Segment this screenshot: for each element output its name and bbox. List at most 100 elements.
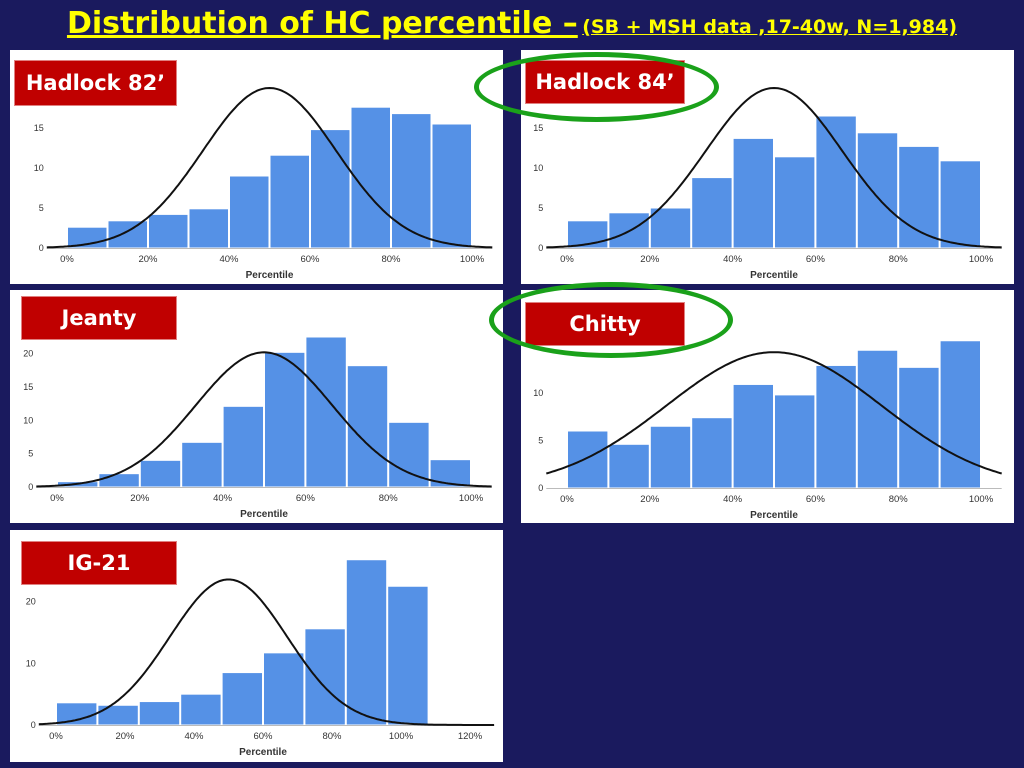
histogram-bar <box>815 364 857 489</box>
chart-svg-jeanty: 0 5 10 15 20 0% 20% 40% 60% 80% 100% Percentile <box>23 336 492 520</box>
chart-label-hadlock-82: Hadlock 82’ <box>14 60 177 106</box>
chart-svg-hadlock-82: 0 5 10 15 0% 20% 40% 60% 80% 100% Percentile <box>34 86 493 281</box>
histogram-bar <box>431 123 472 249</box>
histogram-bar <box>181 441 223 488</box>
y-tick-label: 20 <box>26 597 36 607</box>
x-tick-label: 40% <box>723 254 743 265</box>
x-axis-label: Percentile <box>239 747 287 758</box>
histogram-bar <box>107 220 148 249</box>
x-axis-label: Percentile <box>750 270 798 281</box>
histogram-bar <box>815 115 857 249</box>
y-tick-label: 5 <box>39 203 44 213</box>
x-tick-label: 80% <box>889 494 909 505</box>
histogram-bar <box>939 160 982 249</box>
histogram-bar <box>567 430 609 489</box>
x-tick-label: 0% <box>49 731 63 742</box>
x-tick-label: 120% <box>458 731 483 742</box>
histogram-bar <box>856 132 899 249</box>
histogram-bar <box>391 113 432 249</box>
y-tick-label: 10 <box>533 388 543 398</box>
x-tick-label: 60% <box>296 493 316 504</box>
histogram-bar <box>387 585 429 726</box>
chart-panel-jeanty: 0 5 10 15 20 0% 20% 40% 60% 80% 100% Percentile Jea… <box>10 290 503 523</box>
histogram-bar <box>269 154 310 249</box>
x-tick-label: 80% <box>381 254 401 265</box>
histogram-bar <box>188 208 229 249</box>
histogram-bar <box>732 383 775 489</box>
highlight-ring-hadlock-84 <box>474 52 719 122</box>
y-tick-label: 15 <box>533 123 543 133</box>
x-axis-label: Percentile <box>750 510 798 521</box>
x-axis-label: Percentile <box>240 509 288 520</box>
y-tick-label: 0 <box>31 720 36 730</box>
x-tick-label: 80% <box>889 254 909 265</box>
y-tick-label: 5 <box>538 203 543 213</box>
chart-panel-hadlock-82: 0 5 10 15 0% 20% 40% 60% 80% 100% Percentile Hadlo… <box>10 50 503 284</box>
y-tick-label: 5 <box>28 449 33 459</box>
histogram-bar <box>774 394 816 489</box>
histogram-bar <box>138 701 181 726</box>
histogram-bar <box>898 145 940 249</box>
x-tick-label: 60% <box>253 731 273 742</box>
chart-svg-hadlock-84: 0 5 10 15 0% 20% 40% 60% 80% 100% Percentile <box>533 86 1002 281</box>
histogram-bar <box>898 366 940 489</box>
y-tick-label: 10 <box>26 658 36 668</box>
y-tick-label: 0 <box>538 243 543 253</box>
y-tick-label: 15 <box>23 382 33 392</box>
histogram-bar <box>939 340 982 489</box>
histogram-bar <box>221 672 264 726</box>
normal-curve <box>546 86 1002 249</box>
x-tick-label: 100% <box>389 731 414 742</box>
y-tick-label: 5 <box>538 436 543 446</box>
x-tick-label: 40% <box>219 254 239 265</box>
x-tick-label: 80% <box>322 731 342 742</box>
histogram-bar <box>304 628 346 726</box>
y-tick-label: 20 <box>23 349 33 359</box>
chart-svg-ig21: 0 10 20 0% 20% 40% 60% 80% 100% 120% Percentile <box>26 559 495 758</box>
histogram-bar <box>180 693 222 726</box>
histogram-bar <box>649 425 692 489</box>
x-tick-label: 0% <box>50 493 64 504</box>
x-tick-label: 20% <box>138 254 158 265</box>
x-tick-label: 20% <box>115 731 135 742</box>
chart-panel-ig21: 0 10 20 0% 20% 40% 60% 80% 100% 120% Percentile IG… <box>10 530 503 762</box>
histogram-bar <box>649 207 692 249</box>
x-tick-label: 60% <box>806 254 826 265</box>
y-tick-label: 15 <box>34 123 44 133</box>
normal-curve <box>38 578 495 726</box>
x-axis-label: Percentile <box>246 270 294 281</box>
x-tick-label: 40% <box>213 493 233 504</box>
x-tick-label: 60% <box>300 254 320 265</box>
x-tick-label: 0% <box>60 254 74 265</box>
histogram-bar <box>608 443 650 489</box>
x-tick-label: 0% <box>560 494 574 505</box>
y-tick-label: 0 <box>538 483 543 493</box>
y-tick-label: 10 <box>533 163 543 173</box>
histogram-bar <box>691 417 733 489</box>
x-tick-label: 60% <box>806 494 826 505</box>
histogram-bar <box>305 336 347 488</box>
x-tick-label: 0% <box>560 254 574 265</box>
histogram-bar <box>345 559 388 726</box>
histogram-bar <box>98 473 140 488</box>
y-tick-label: 10 <box>34 163 44 173</box>
histogram-bar <box>310 129 351 249</box>
histogram-bar <box>856 349 899 489</box>
normal-curve <box>36 351 492 488</box>
x-tick-label: 80% <box>379 493 399 504</box>
x-tick-label: 100% <box>460 254 485 265</box>
normal-curve <box>546 351 1002 475</box>
title-main: Distribution of HC percentile – <box>66 6 578 41</box>
histogram-bar <box>264 351 306 488</box>
y-tick-label: 0 <box>28 482 33 492</box>
histogram-bar <box>139 459 182 488</box>
x-tick-label: 100% <box>459 493 484 504</box>
x-tick-label: 20% <box>130 493 150 504</box>
histogram-bar <box>691 177 733 249</box>
y-tick-label: 0 <box>39 243 44 253</box>
slide-title: Distribution of HC percentile – (SB + MS… <box>0 6 1024 41</box>
x-tick-label: 20% <box>640 254 660 265</box>
histogram-bar <box>732 137 775 249</box>
x-tick-label: 100% <box>969 494 994 505</box>
